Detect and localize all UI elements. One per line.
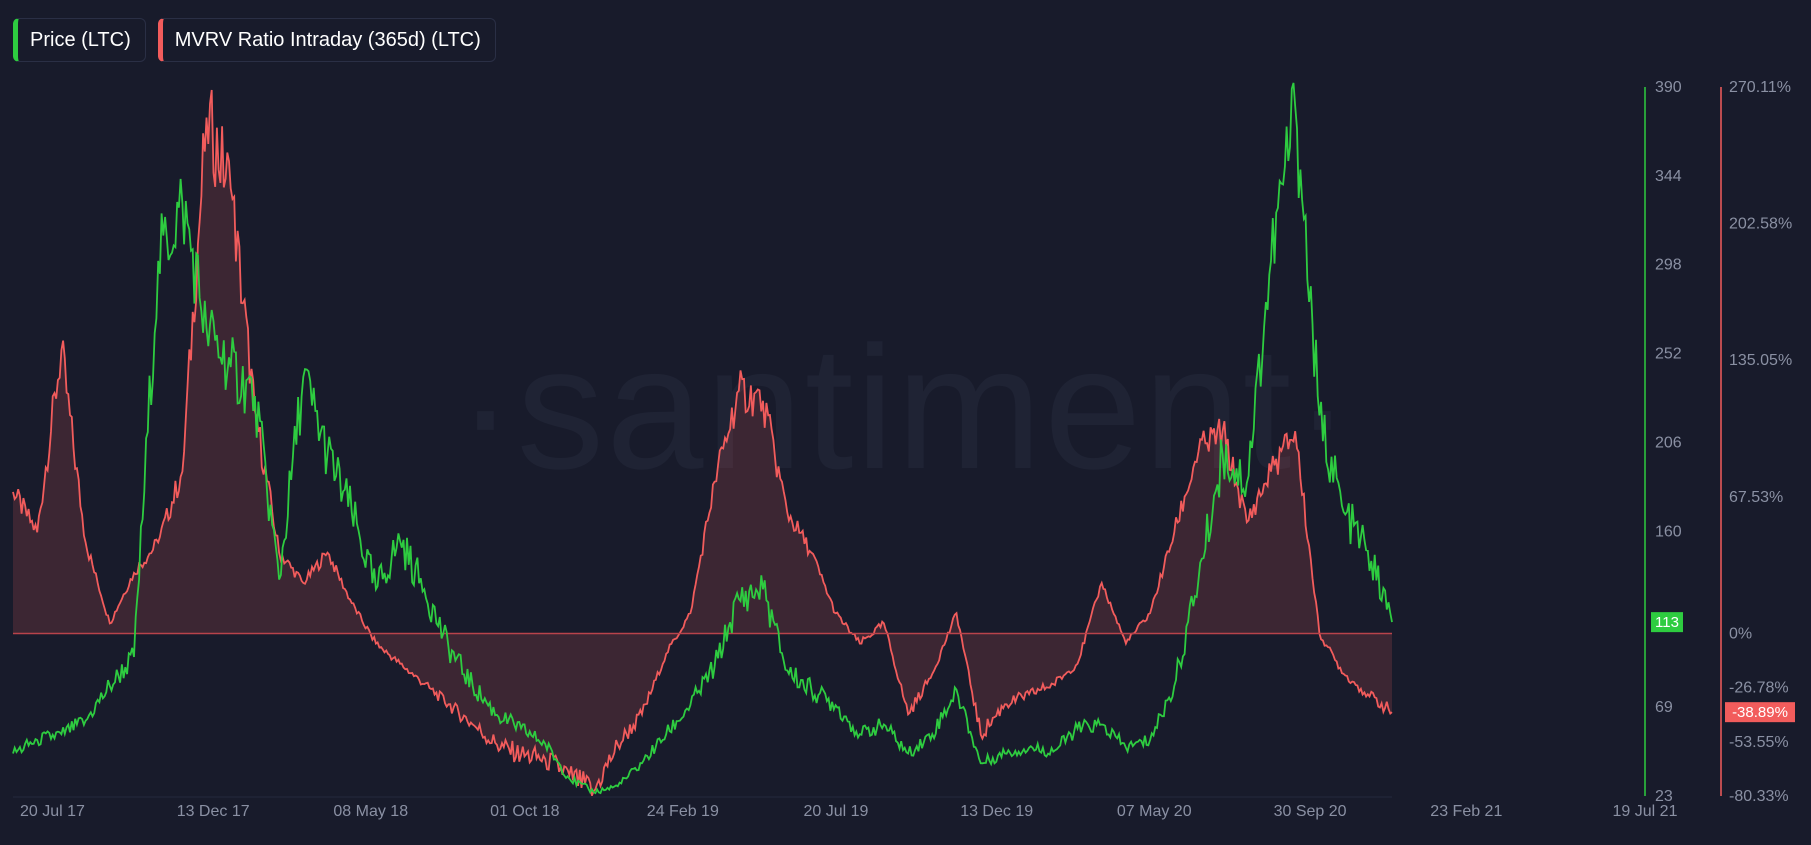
x-tick-label: 20 Jul 19 xyxy=(804,803,869,820)
mvrv-tick-label: 135.05% xyxy=(1729,352,1792,369)
mvrv-tick-label: -53.55% xyxy=(1729,734,1789,751)
series-layer xyxy=(12,82,1393,797)
price-tick-label: 252 xyxy=(1655,346,1682,363)
price-tick-label: 23 xyxy=(1655,788,1673,805)
mvrv-tick-label: 0% xyxy=(1729,625,1752,642)
legend-label-mvrv: MVRV Ratio Intraday (365d) (LTC) xyxy=(174,28,481,51)
price-tick-label: 69 xyxy=(1655,699,1673,716)
mvrv-tick-label: -80.33% xyxy=(1729,788,1789,805)
mvrv-tick-label: 270.11% xyxy=(1729,79,1791,96)
mvrv-tick-label: 67.53% xyxy=(1729,489,1783,506)
x-tick-label: 08 May 18 xyxy=(333,803,408,820)
mvrv-line xyxy=(12,89,1393,797)
price-tick-label: 390 xyxy=(1655,79,1682,96)
legend-label-price: Price (LTC) xyxy=(30,28,131,51)
price-tick-label: 206 xyxy=(1655,434,1682,451)
x-tick-label: 23 Feb 21 xyxy=(1430,803,1502,820)
price-tick-label: 160 xyxy=(1655,523,1682,540)
x-tick-label: 01 Oct 18 xyxy=(490,803,559,820)
legend-item-price[interactable]: Price (LTC) xyxy=(13,18,146,62)
x-tick-label: 13 Dec 19 xyxy=(960,803,1033,820)
legend-item-mvrv[interactable]: MVRV Ratio Intraday (365d) (LTC) xyxy=(157,18,496,62)
watermark: ·santiment· xyxy=(456,311,1353,506)
x-tick-label: 13 Dec 17 xyxy=(177,803,250,820)
x-tick-label: 20 Jul 17 xyxy=(20,803,85,820)
legend: Price (LTC) MVRV Ratio Intraday (365d) (… xyxy=(13,18,496,62)
x-tick-label: 07 May 20 xyxy=(1117,803,1192,820)
x-tick-label: 30 Sep 20 xyxy=(1274,803,1347,820)
axes-layer: 390 344 298 252 206 160 113 69 23 270.11% 202.58% 1… xyxy=(13,79,1795,820)
x-tick-label: 24 Feb 19 xyxy=(647,803,719,820)
mvrv-tick-label: -26.78% xyxy=(1729,680,1789,697)
mvrv-badge xyxy=(1725,702,1795,723)
price-badge-text: 113 xyxy=(1655,614,1679,631)
price-tick-label: 298 xyxy=(1655,257,1682,274)
x-tick-label: 19 Jul 21 xyxy=(1613,803,1678,820)
mvrv-area xyxy=(13,90,1392,796)
price-tick-label: 344 xyxy=(1655,168,1682,185)
mvrv-badge-text: -38.89% xyxy=(1732,704,1788,721)
price-badge xyxy=(1651,612,1683,633)
mvrv-tick-label: 202.58% xyxy=(1729,216,1792,233)
price-line xyxy=(12,82,1393,795)
